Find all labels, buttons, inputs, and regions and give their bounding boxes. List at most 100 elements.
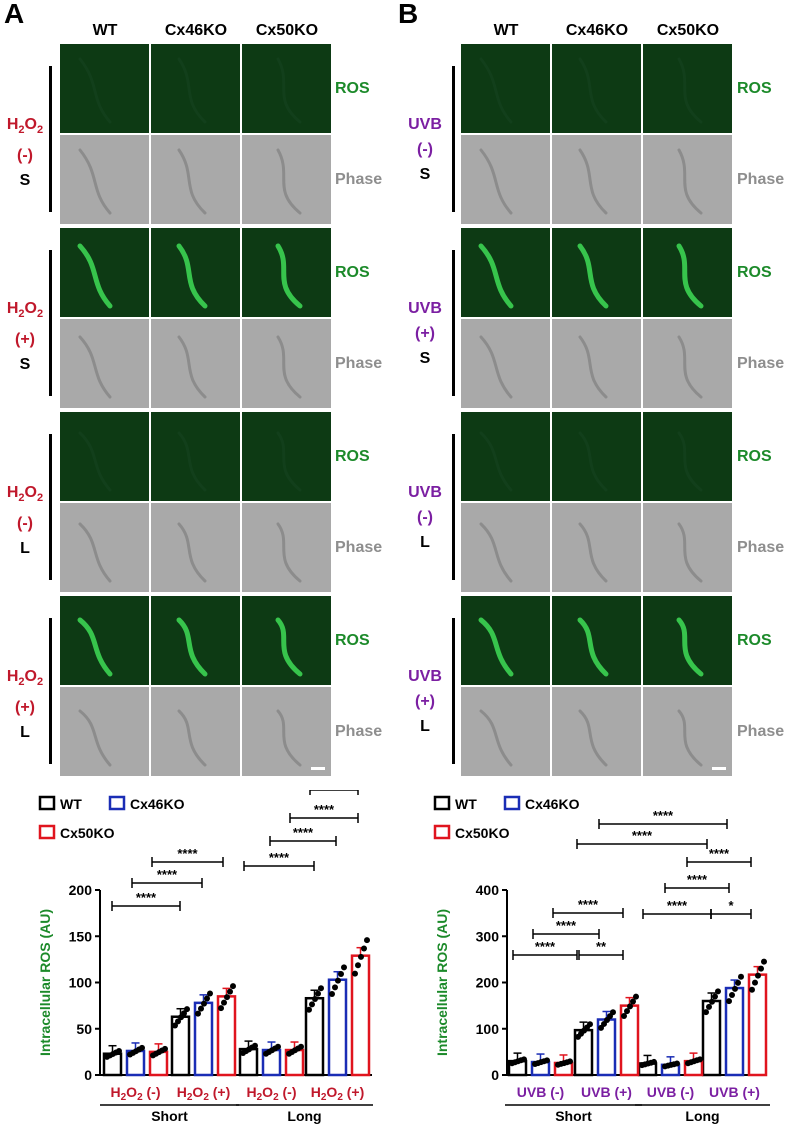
data-point xyxy=(712,993,718,1000)
condition-bracket-line xyxy=(49,250,52,396)
legend-swatch xyxy=(108,795,126,811)
data-point xyxy=(755,972,761,979)
phase-image xyxy=(643,135,732,224)
ros-label: ROS xyxy=(335,632,370,649)
legend-label: Cx50KO xyxy=(60,825,115,841)
significance-label: **** xyxy=(632,828,653,843)
data-point xyxy=(306,1006,312,1013)
data-point xyxy=(624,1008,630,1015)
data-point xyxy=(627,1003,633,1010)
agent-label: UVB xyxy=(408,484,442,501)
legend-label: WT xyxy=(60,796,82,812)
condition-label: UVB (+) L xyxy=(401,664,449,739)
ros-image xyxy=(643,596,732,685)
data-point xyxy=(726,998,732,1005)
legend-label: Cx46KO xyxy=(130,796,185,812)
data-point xyxy=(207,990,213,997)
significance-label: **** xyxy=(667,898,688,913)
phase-label: Phase xyxy=(737,539,785,556)
size-label: S xyxy=(419,350,431,367)
data-point xyxy=(544,1057,550,1064)
legend-label: WT xyxy=(455,796,477,812)
y-axis-label: Intracellular ROS (AU) xyxy=(434,909,450,1056)
condition-bracket-line xyxy=(452,618,455,764)
phase-label: Phase xyxy=(335,539,383,556)
agent-label: H2O2 xyxy=(6,668,44,689)
category-label: H2O2 (+) xyxy=(311,1084,365,1103)
data-point xyxy=(329,991,335,998)
significance-label: **** xyxy=(653,808,674,823)
phase-label: Phase xyxy=(737,171,785,188)
phase-image xyxy=(552,687,641,776)
phase-image xyxy=(151,319,240,408)
phase-image xyxy=(461,503,550,592)
legend-label: Cx46KO xyxy=(525,796,580,812)
scale-bar xyxy=(311,767,325,770)
data-point xyxy=(651,1058,657,1065)
condition-bracket-line xyxy=(452,250,455,396)
data-point xyxy=(335,977,341,984)
size-label: L xyxy=(20,540,30,558)
legend-swatch xyxy=(433,795,451,811)
data-point xyxy=(697,1056,703,1063)
col-header-wt-a: WT xyxy=(92,22,118,39)
data-point xyxy=(674,1060,680,1067)
data-point xyxy=(227,988,233,995)
panel-letter-a: A xyxy=(4,0,25,29)
agent-label: UVB xyxy=(408,300,442,317)
phase-image xyxy=(242,687,331,776)
ros-image xyxy=(60,44,149,133)
scale-bar xyxy=(712,767,726,770)
data-point xyxy=(761,958,767,965)
y-tick-label: 400 xyxy=(476,882,500,898)
y-tick-label: 200 xyxy=(476,975,500,991)
significance-label: **** xyxy=(578,897,599,912)
col-header-cx46-b: Cx46KO xyxy=(565,22,629,39)
data-point xyxy=(275,1043,281,1050)
legend-swatch xyxy=(38,795,56,811)
size-label: L xyxy=(420,718,430,735)
state-label: (-) xyxy=(417,509,433,526)
category-label: UVB (+) xyxy=(709,1084,760,1100)
phase-image xyxy=(151,135,240,224)
col-header-cx46-a: Cx46KO xyxy=(164,22,228,39)
condition-label: H2O2 (+) L xyxy=(1,664,49,745)
data-point xyxy=(184,1006,190,1013)
data-point xyxy=(358,953,364,960)
category-label: H2O2 (-) xyxy=(246,1084,296,1103)
data-point xyxy=(630,998,636,1005)
category-label: H2O2 (+) xyxy=(177,1084,231,1103)
phase-image xyxy=(60,319,149,408)
condition-label: H2O2 (-) L xyxy=(1,480,49,561)
condition-label: UVB (-) S xyxy=(401,112,449,187)
ros-image xyxy=(461,228,550,317)
phase-label: Phase xyxy=(335,171,383,188)
condition-bracket-line xyxy=(49,66,52,212)
ros-image xyxy=(242,228,331,317)
data-point xyxy=(204,995,210,1002)
phase-image xyxy=(461,135,550,224)
ros-image xyxy=(242,596,331,685)
data-point xyxy=(355,962,361,969)
ros-image xyxy=(461,596,550,685)
data-point xyxy=(735,979,741,986)
ros-label: ROS xyxy=(737,448,772,465)
size-label: S xyxy=(19,172,31,190)
data-point xyxy=(162,1045,168,1052)
state-label: (-) xyxy=(17,515,33,533)
data-point xyxy=(752,979,758,986)
ros-image xyxy=(60,596,149,685)
state-label: (+) xyxy=(415,693,435,710)
y-tick-label: 50 xyxy=(76,1021,92,1037)
data-point xyxy=(198,1005,204,1012)
data-point xyxy=(749,986,755,993)
data-point xyxy=(521,1056,527,1063)
data-point xyxy=(610,1009,616,1016)
phase-image xyxy=(242,135,331,224)
data-point xyxy=(338,971,344,978)
panel-letter-b: B xyxy=(398,0,419,29)
phase-image xyxy=(643,687,732,776)
ros-image xyxy=(461,44,550,133)
phase-image xyxy=(60,135,149,224)
ros-image xyxy=(643,412,732,501)
